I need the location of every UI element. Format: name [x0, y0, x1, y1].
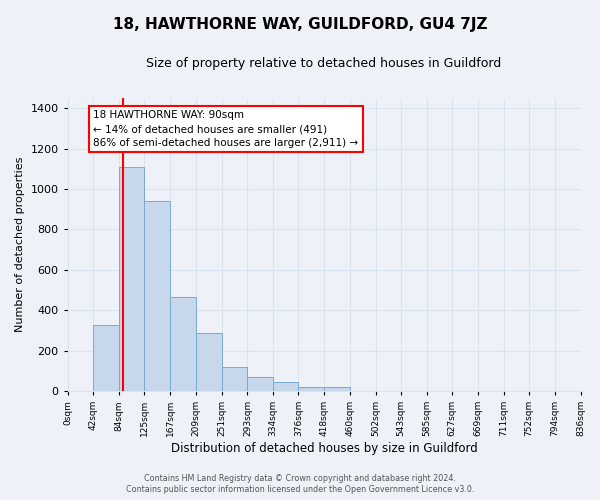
Text: 18, HAWTHORNE WAY, GUILDFORD, GU4 7JZ: 18, HAWTHORNE WAY, GUILDFORD, GU4 7JZ — [113, 18, 487, 32]
Text: 18 HAWTHORNE WAY: 90sqm
← 14% of detached houses are smaller (491)
86% of semi-d: 18 HAWTHORNE WAY: 90sqm ← 14% of detache… — [94, 110, 359, 148]
Bar — [170, 297, 196, 391]
Bar — [221, 367, 247, 391]
Y-axis label: Number of detached properties: Number of detached properties — [15, 157, 25, 332]
Bar — [94, 326, 119, 391]
Title: Size of property relative to detached houses in Guildford: Size of property relative to detached ho… — [146, 58, 502, 70]
Bar — [247, 377, 272, 391]
Bar — [272, 382, 298, 391]
Bar — [119, 167, 145, 391]
X-axis label: Distribution of detached houses by size in Guildford: Distribution of detached houses by size … — [171, 442, 478, 455]
Bar — [324, 387, 350, 391]
Bar — [145, 201, 170, 391]
Bar — [298, 387, 324, 391]
Bar — [196, 334, 221, 391]
Text: Contains HM Land Registry data © Crown copyright and database right 2024.
Contai: Contains HM Land Registry data © Crown c… — [126, 474, 474, 494]
